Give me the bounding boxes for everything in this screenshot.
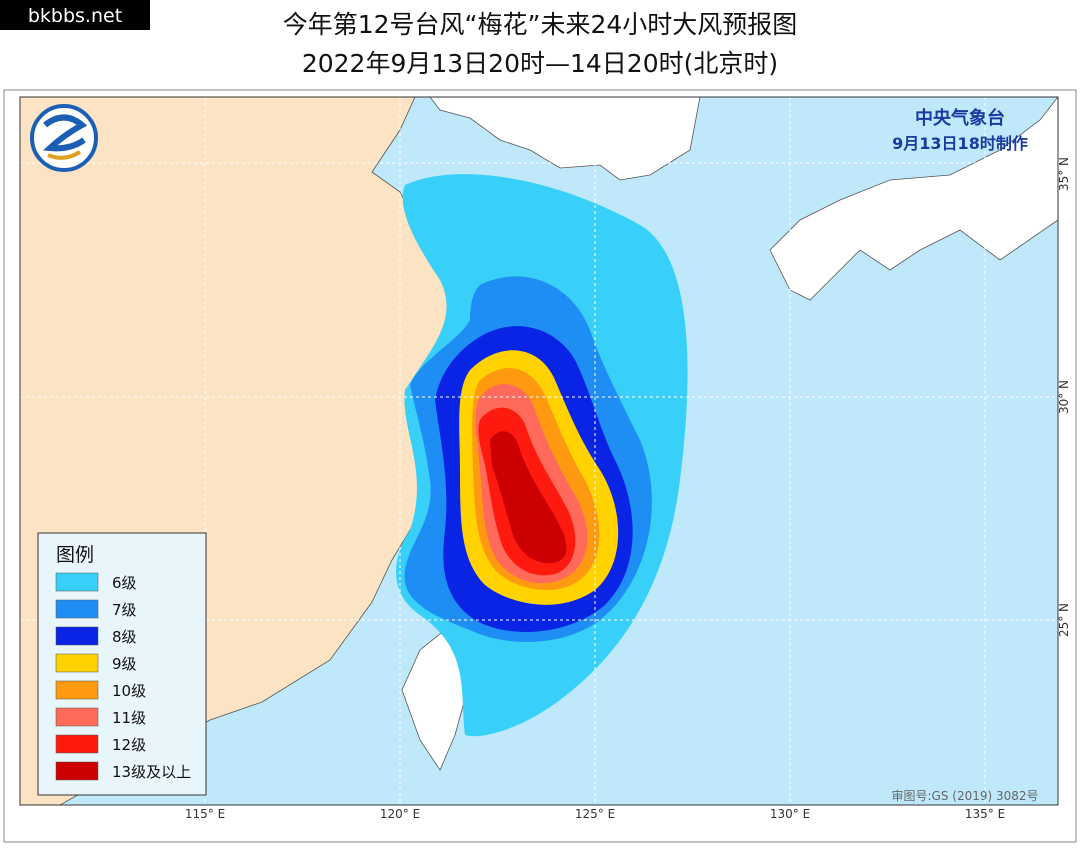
legend-swatch bbox=[55, 626, 99, 646]
legend-swatch bbox=[55, 707, 99, 727]
title: 今年第12号台风“梅花”未来24小时大风预报图 bbox=[283, 10, 798, 39]
graticule bbox=[20, 97, 1058, 805]
lon-label: 125° E bbox=[575, 807, 615, 821]
lon-label: 135° E bbox=[965, 807, 1005, 821]
subtitle: 2022年9月13日20时—14日20时(北京时) bbox=[302, 49, 778, 78]
legend: 图例 6级 7级 8级 9级 10级 11级 12级 13级及以上 bbox=[37, 532, 207, 796]
map-frame bbox=[19, 96, 1059, 806]
legend-label: 6级 bbox=[112, 574, 137, 592]
approval: 审图号:GS (2019) 3082号 bbox=[891, 788, 1038, 803]
logo bbox=[30, 104, 98, 172]
lat-labels: 35° N 30° N 25° N bbox=[1057, 157, 1071, 637]
lon-labels: 115° E 120° E 125° E 130° E 135° E bbox=[185, 807, 1005, 821]
wind-zone bbox=[490, 431, 567, 564]
lat-label: 35° N bbox=[1057, 157, 1071, 191]
watermark-bg bbox=[0, 0, 150, 30]
lon-label: 120° E bbox=[380, 807, 420, 821]
legend-swatch bbox=[55, 572, 99, 592]
legend-swatch bbox=[55, 680, 99, 700]
lon-label: 115° E bbox=[185, 807, 225, 821]
legend-swatch bbox=[55, 653, 99, 673]
issuer-time: 9月13日18时制作 bbox=[892, 134, 1028, 153]
japan bbox=[769, 97, 1058, 301]
legend-label: 8级 bbox=[112, 628, 137, 646]
legend-label: 11级 bbox=[112, 709, 146, 727]
watermark: bkbbs.net bbox=[28, 5, 122, 27]
issuer-name: 中央气象台 bbox=[915, 107, 1005, 129]
legend-swatch bbox=[55, 599, 99, 619]
legend-label: 10级 bbox=[112, 682, 146, 700]
legend-label: 7级 bbox=[112, 601, 137, 619]
lat-label: 30° N bbox=[1057, 380, 1071, 414]
legend-label: 13级及以上 bbox=[112, 763, 191, 781]
legend-label: 9级 bbox=[112, 655, 137, 673]
lon-label: 130° E bbox=[770, 807, 810, 821]
outer-frame bbox=[3, 89, 1077, 843]
legend-swatch bbox=[55, 734, 99, 754]
lat-label: 25° N bbox=[1057, 603, 1071, 637]
legend-label: 12级 bbox=[112, 736, 146, 754]
legend-swatch bbox=[55, 761, 99, 781]
legend-title: 图例 bbox=[56, 544, 94, 566]
korea bbox=[429, 97, 701, 181]
wind-zones bbox=[396, 174, 688, 737]
